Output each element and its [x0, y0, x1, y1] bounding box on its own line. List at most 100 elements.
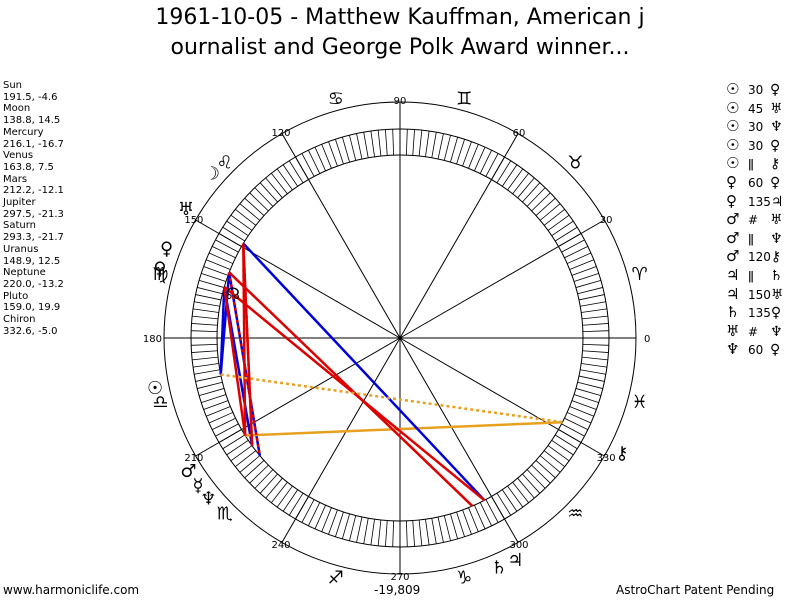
- aspect-line: [245, 420, 563, 437]
- degree-tick: [288, 160, 304, 184]
- degree-tick: [206, 259, 231, 270]
- aspect-planet-1: ☉: [726, 80, 740, 98]
- degree-tick: [363, 518, 369, 544]
- degree-tick: [443, 135, 451, 161]
- degree-tick: [522, 182, 541, 203]
- degree-tick: [547, 214, 570, 231]
- aspect-planet-2: ♀: [770, 137, 781, 154]
- degree-label: 210: [184, 453, 203, 464]
- degree-tick: [567, 252, 592, 264]
- degree-tick: [502, 164, 518, 187]
- planet-name: Saturn: [3, 220, 37, 232]
- planet-name: Chiron: [3, 314, 36, 326]
- aspect-line: [242, 242, 486, 502]
- degree-label: 270: [390, 572, 409, 583]
- degree-tick: [547, 445, 570, 462]
- planet-coords: 332.6, -5.0: [3, 325, 58, 337]
- degree-tick: [580, 369, 606, 375]
- planet-name: Mercury: [3, 126, 44, 138]
- house-spoke: [399, 219, 605, 339]
- aspect-planet-2: ♅: [770, 286, 784, 303]
- degree-tick: [276, 168, 293, 191]
- planet-glyph-neptune: ♆: [200, 489, 216, 510]
- aspects-list: ☉ 30 ♀ ☉ 45 ♅ ☉ 30 ♆ ☉ 30 ♀ ☉ ǁ ⚷ ♀ 60 ♀ ♀ 135 ♃ ♂ # ♅ ♂…: [726, 80, 783, 359]
- degree-tick: [581, 363, 608, 368]
- zodiac-sign-sagittarius: ♐: [328, 568, 344, 589]
- degree-tick: [554, 434, 578, 450]
- degree-tick: [335, 139, 344, 165]
- degree-tick: [335, 511, 344, 537]
- degree-tick: [564, 417, 589, 430]
- degree-tick: [496, 492, 512, 516]
- planet-name: Uranus: [3, 243, 39, 255]
- aspect-planet-1: ♀: [726, 191, 737, 210]
- planet-coords: 163.8, 7.5: [3, 161, 54, 173]
- lunar-node-glyph: ☊: [226, 284, 240, 303]
- aspect-type: 30: [748, 120, 764, 135]
- degree-tick: [198, 280, 225, 288]
- degree-tick: [573, 273, 599, 282]
- aspect-planet-2: ♀: [770, 82, 781, 98]
- degree-tick: [211, 246, 236, 259]
- aspect-planet-2: ♅: [770, 212, 783, 229]
- aspect-planet-2: ⚷: [770, 156, 781, 173]
- planet-glyph-moon: ☽: [204, 163, 220, 184]
- aspect-type: 30: [748, 83, 764, 97]
- degree-tick: [580, 301, 606, 307]
- degree-tick: [551, 220, 574, 236]
- degree-tick: [215, 239, 239, 253]
- degree-tick: [539, 455, 561, 473]
- degree-tick: [377, 130, 382, 157]
- degree-tick: [535, 460, 556, 479]
- degree-tick: [437, 516, 444, 543]
- house-spoke: [195, 337, 401, 457]
- aspect-line: [223, 286, 247, 436]
- degree-tick: [405, 520, 408, 547]
- degree-tick: [412, 520, 415, 547]
- aspect-planet-1: ♆: [726, 340, 740, 359]
- degree-tick: [531, 464, 551, 484]
- footer-center-value: -19,809: [374, 583, 421, 597]
- degree-tick: [573, 394, 599, 403]
- degree-tick: [203, 266, 229, 276]
- degree-tick: [288, 492, 304, 516]
- zodiac-sign-scorpio: ♏: [217, 503, 233, 524]
- degree-tick: [301, 153, 315, 177]
- degree-tick: [203, 400, 229, 410]
- degree-tick: [230, 445, 253, 462]
- degree-tick: [254, 469, 274, 489]
- degree-tick: [198, 388, 225, 396]
- planet-glyph-jupiter: ♃: [507, 550, 523, 571]
- degree-tick: [192, 363, 219, 368]
- planet-coords: 148.9, 12.5: [3, 255, 61, 267]
- aspect-type: #: [748, 213, 759, 228]
- degree-tick: [191, 350, 218, 353]
- degree-tick: [385, 129, 388, 156]
- aspect-line: [220, 373, 563, 424]
- aspect-type: 60: [748, 343, 764, 358]
- planet-coords: 293.3, -21.7: [3, 232, 64, 244]
- degree-tick: [512, 481, 529, 503]
- degree-tick: [575, 388, 602, 396]
- degree-tick: [235, 209, 257, 226]
- aspect-line: [219, 286, 226, 375]
- degree-tick: [282, 164, 298, 187]
- degree-label: 60: [513, 128, 526, 139]
- degree-tick: [535, 197, 556, 216]
- degree-tick: [582, 343, 609, 346]
- aspect-line: [227, 272, 262, 456]
- aspect-planet-2: ♀: [770, 305, 782, 322]
- degree-tick: [450, 136, 458, 163]
- aspect-row: ♃ ǁ ♄: [726, 266, 783, 285]
- degree-tick: [456, 139, 465, 165]
- degree-tick: [456, 511, 465, 537]
- aspect-planet-2: ♆: [770, 230, 783, 247]
- degree-tick: [239, 455, 261, 473]
- aspect-planet-2: ♄: [770, 267, 783, 284]
- degree-tick: [271, 481, 288, 503]
- degree-tick: [385, 520, 388, 547]
- house-spoke: [281, 337, 401, 543]
- degree-tick: [259, 182, 278, 203]
- degree-tick: [582, 323, 609, 326]
- planet-coords: 212.2, -12.1: [3, 185, 64, 197]
